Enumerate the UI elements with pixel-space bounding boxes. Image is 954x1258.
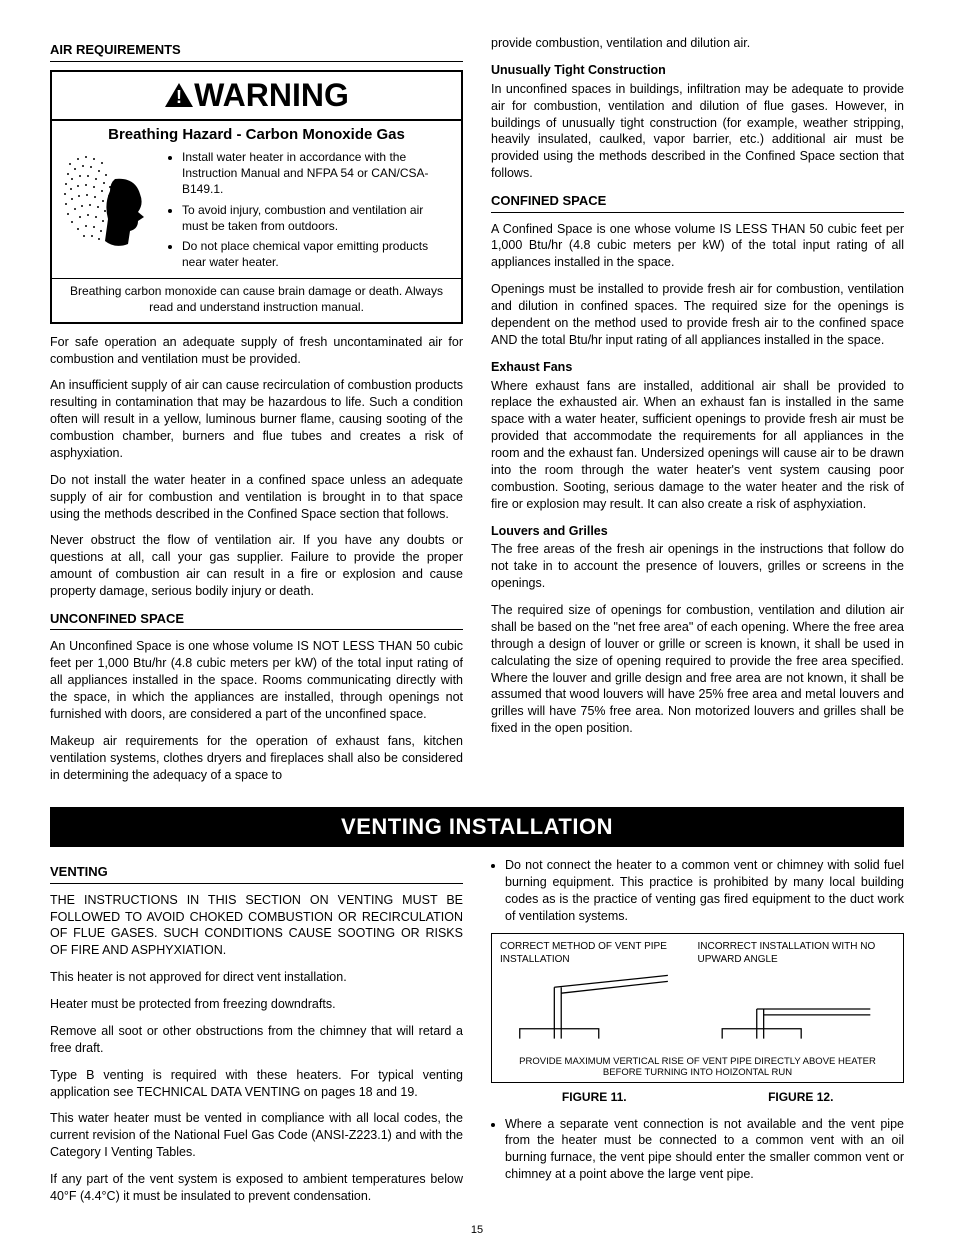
body-bullet: Where a separate vent connection is not … [505, 1116, 904, 1184]
body-bullet: Do not connect the heater to a common ve… [505, 857, 904, 925]
body-text: Do not install the water heater in a con… [50, 472, 463, 523]
subheading-louvers-grilles: Louvers and Grilles [491, 523, 904, 540]
figure-label-correct: CORRECT METHOD OF VENT PIPE INSTALLATION [500, 940, 698, 967]
warning-hazard-icon [60, 149, 158, 274]
vent-left-column: VENTING THE INSTRUCTIONS IN THIS SECTION… [50, 857, 463, 1215]
figure-label-incorrect: INCORRECT INSTALLATION WITH NO UPWARD AN… [698, 940, 896, 967]
body-text: The free areas of the fresh air openings… [491, 541, 904, 592]
warning-subtitle: Breathing Hazard - Carbon Monoxide Gas [52, 121, 461, 149]
upper-columns: AIR REQUIREMENTS ! WARNING Breathing Haz… [50, 35, 904, 793]
body-text: Openings must be installed to provide fr… [491, 281, 904, 349]
left-column: AIR REQUIREMENTS ! WARNING Breathing Haz… [50, 35, 463, 793]
body-text: Remove all soot or other obstructions fr… [50, 1023, 463, 1057]
body-text: An Unconfined Space is one whose volume … [50, 638, 463, 722]
figure-12-label: FIGURE 12. [698, 1089, 905, 1105]
heading-venting: VENTING [50, 863, 463, 884]
vent-figure-box: CORRECT METHOD OF VENT PIPE INSTALLATION… [491, 933, 904, 1084]
body-text: A Confined Space is one whose volume IS … [491, 221, 904, 272]
warning-title-text: WARNING [194, 77, 349, 113]
body-text: This heater is not approved for direct v… [50, 969, 463, 986]
body-text: Makeup air requirements for the operatio… [50, 733, 463, 784]
body-text: This water heater must be vented in comp… [50, 1110, 463, 1161]
banner-venting-installation: VENTING INSTALLATION [50, 807, 904, 847]
body-text: Where exhaust fans are installed, additi… [491, 378, 904, 513]
body-text: THE INSTRUCTIONS IN THIS SECTION ON VENT… [50, 892, 463, 960]
warning-box: ! WARNING Breathing Hazard - Carbon Mono… [50, 70, 463, 324]
warning-footer: Breathing carbon monoxide can cause brai… [52, 278, 461, 321]
body-text: Type B venting is required with these he… [50, 1067, 463, 1101]
body-text: Never obstruct the flow of ventilation a… [50, 532, 463, 600]
heading-unconfined-space: UNCONFINED SPACE [50, 610, 463, 631]
warning-title: ! WARNING [52, 72, 461, 121]
lower-columns: VENTING THE INSTRUCTIONS IN THIS SECTION… [50, 857, 904, 1215]
body-text: An insufficient supply of air can cause … [50, 377, 463, 461]
subheading-unusually-tight: Unusually Tight Construction [491, 62, 904, 79]
warning-bullets: Install water heater in accordance with … [168, 149, 453, 274]
warning-bullet: Install water heater in accordance with … [182, 149, 449, 198]
svg-text:!: ! [176, 87, 182, 107]
vent-right-column: Do not connect the heater to a common ve… [491, 857, 904, 1215]
body-text: In unconfined spaces in buildings, infil… [491, 81, 904, 182]
body-text: The required size of openings for combus… [491, 602, 904, 737]
warning-triangle-icon: ! [164, 76, 194, 119]
warning-bullet: Do not place chemical vapor emitting pro… [182, 238, 449, 270]
vent-pipe-diagram [500, 969, 895, 1047]
body-text: provide combustion, ventilation and dilu… [491, 35, 904, 52]
figure-caption: PROVIDE MAXIMUM VERTICAL RISE OF VENT PI… [500, 1056, 895, 1079]
warning-bullet: To avoid injury, combustion and ventilat… [182, 202, 449, 234]
body-text: If any part of the vent system is expose… [50, 1171, 463, 1205]
body-text: For safe operation an adequate supply of… [50, 334, 463, 368]
body-text: Heater must be protected from freezing d… [50, 996, 463, 1013]
page-number: 15 [50, 1223, 904, 1238]
figure-11-label: FIGURE 11. [491, 1089, 698, 1105]
subheading-exhaust-fans: Exhaust Fans [491, 359, 904, 376]
heading-air-requirements: AIR REQUIREMENTS [50, 41, 463, 62]
heading-confined-space: CONFINED SPACE [491, 192, 904, 213]
right-column: provide combustion, ventilation and dilu… [491, 35, 904, 793]
